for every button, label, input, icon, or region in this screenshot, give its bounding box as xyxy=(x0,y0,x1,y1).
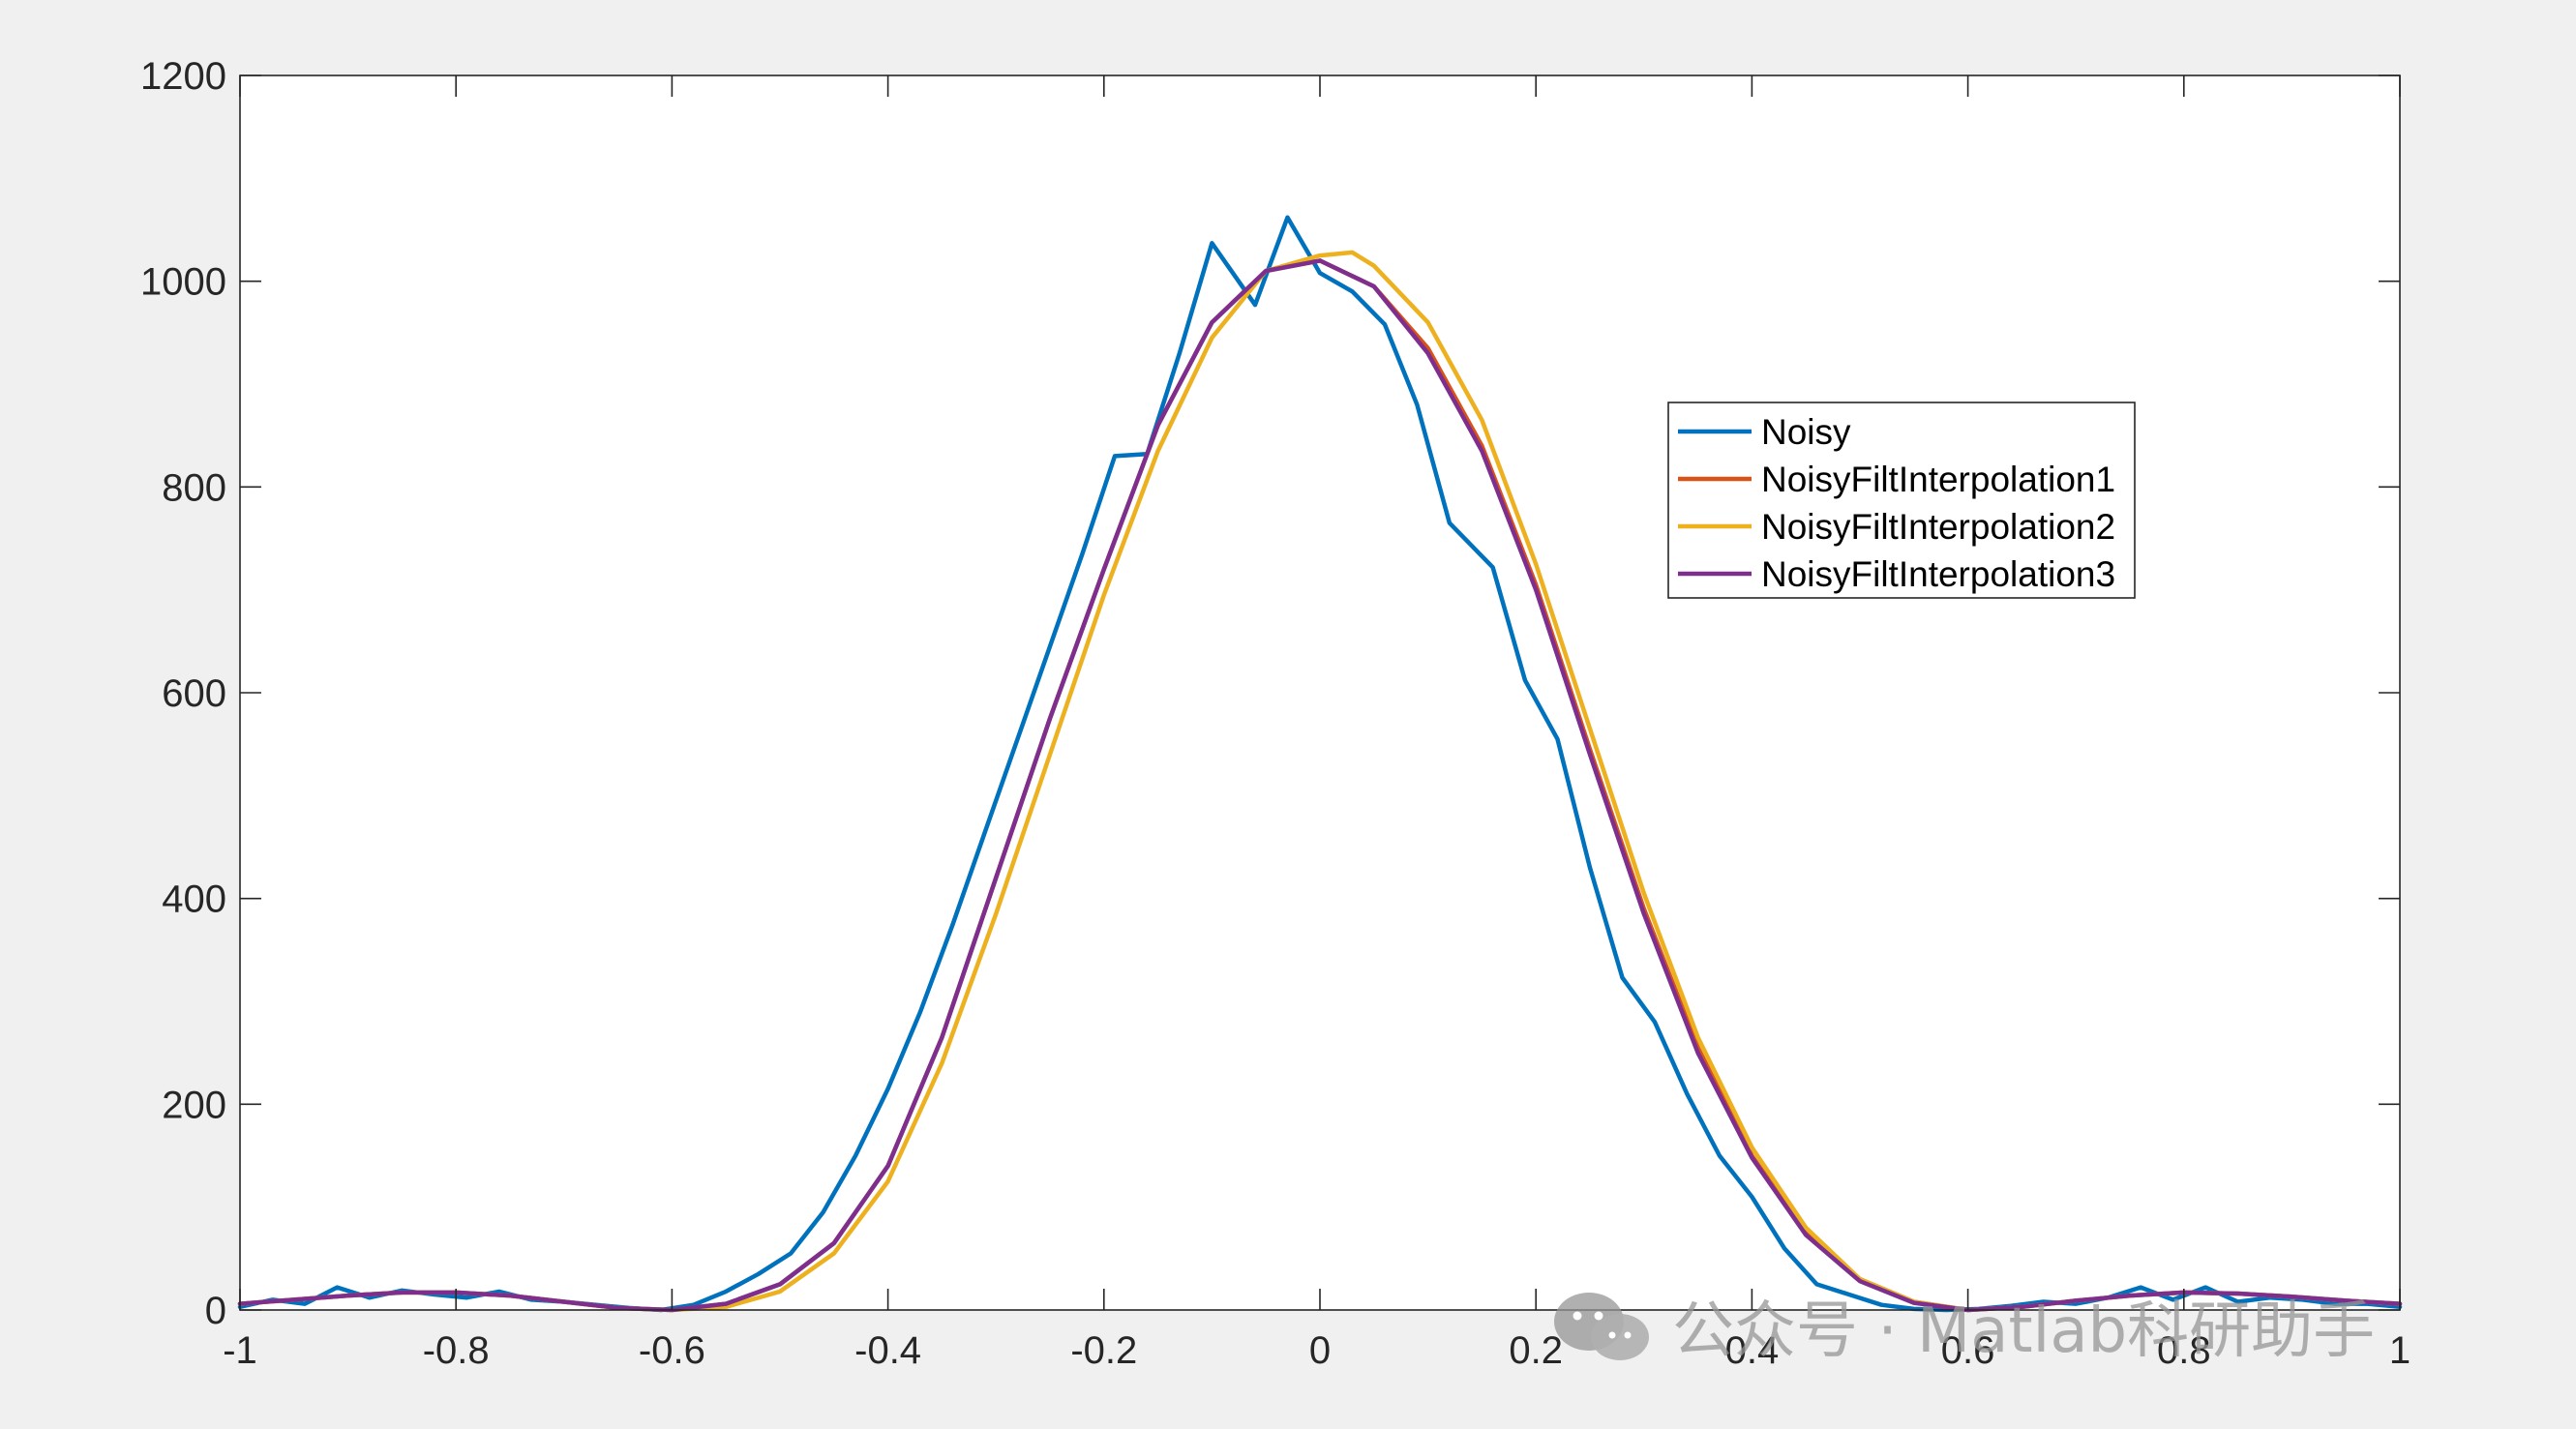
wechat-icon xyxy=(1554,1293,1649,1360)
y-tick-label: 400 xyxy=(162,878,226,921)
x-axis-ticks: -1 -0.8 -0.6 -0.4 -0.2 0 0.2 0.4 0.6 0.8 1 xyxy=(223,75,2411,1372)
y-tick-label: 800 xyxy=(162,466,226,509)
y-tick-label: 600 xyxy=(162,672,226,715)
x-tick-label: -0.2 xyxy=(1070,1329,1137,1372)
x-tick-label: 0.6 xyxy=(1941,1329,1995,1372)
series-line-4 xyxy=(237,258,2403,1313)
y-tick-label: 200 xyxy=(162,1084,226,1126)
x-tick-label: -1 xyxy=(223,1329,257,1372)
watermark: 公众号 · Matlab科研助手 xyxy=(1548,1282,2497,1369)
watermark-text: 公众号 · Matlab科研助手 xyxy=(1672,1295,2376,1367)
x-tick-label: -0.4 xyxy=(854,1329,921,1372)
y-axis-ticks: 0 200 400 600 800 1000 1200 xyxy=(140,55,2400,1332)
legend-box xyxy=(1667,402,2136,599)
legend-label-2: NoisyFiltInterpolation1 xyxy=(1761,460,2115,499)
x-tick-label: 0.8 xyxy=(2157,1329,2211,1372)
series-layer xyxy=(237,215,2403,1313)
legend-label-3: NoisyFiltInterpolation2 xyxy=(1761,507,2115,547)
legend[interactable]: Noisy NoisyFiltInterpolation1 NoisyFiltInt… xyxy=(1667,402,2136,599)
x-tick-label: 0 xyxy=(1309,1329,1331,1372)
legend-label-4: NoisyFiltInterpolation3 xyxy=(1761,554,2115,594)
y-tick-label: 1000 xyxy=(140,261,226,304)
axes-background xyxy=(240,75,2400,1310)
legend-label-1: Noisy xyxy=(1761,412,1851,452)
y-tick-label: 0 xyxy=(205,1290,226,1332)
x-tick-label: 1 xyxy=(2389,1329,2411,1372)
x-tick-label: 0.4 xyxy=(1725,1329,1780,1372)
x-tick-label: -0.8 xyxy=(423,1329,490,1372)
x-tick-label: -0.6 xyxy=(639,1329,705,1372)
x-tick-label: 0.2 xyxy=(1509,1329,1563,1372)
y-tick-label: 1200 xyxy=(140,55,226,98)
